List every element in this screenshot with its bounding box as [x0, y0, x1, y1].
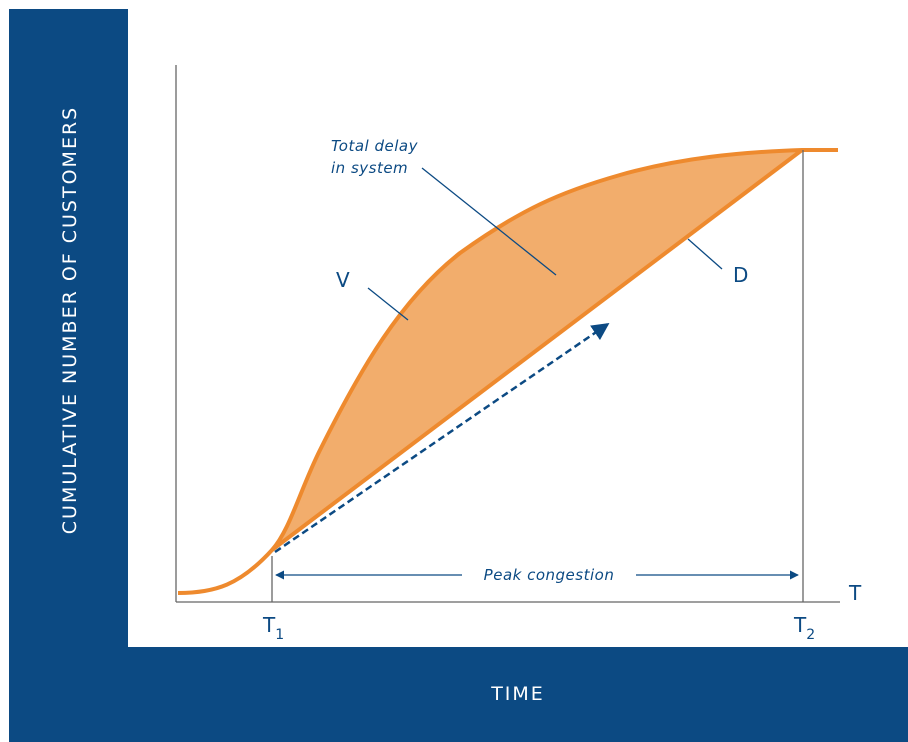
t2-label: T2 — [793, 613, 815, 643]
delay-label-line1: Total delay — [331, 137, 419, 155]
departures-label: D — [733, 263, 748, 287]
t2-subscript: 2 — [806, 627, 815, 643]
arrivals-label: V — [336, 268, 350, 292]
delay-leader-line — [421, 167, 557, 276]
departures-line — [270, 148, 804, 552]
t1-subscript: 1 — [275, 627, 284, 643]
d-leader-line — [687, 238, 723, 270]
t1-main: T — [262, 613, 276, 637]
arrivals-curve — [177, 148, 838, 595]
peak-congestion-label: Peak congestion — [484, 566, 615, 584]
t2-main: T — [793, 613, 807, 637]
t1-label: T1 — [262, 613, 284, 643]
x-axis-label: TIME — [491, 683, 545, 705]
x-axis-end-label: T — [848, 581, 862, 605]
service-rate-arrow — [274, 322, 610, 554]
v-leader-line — [367, 287, 409, 321]
delay-label-line2: in system — [331, 159, 408, 177]
